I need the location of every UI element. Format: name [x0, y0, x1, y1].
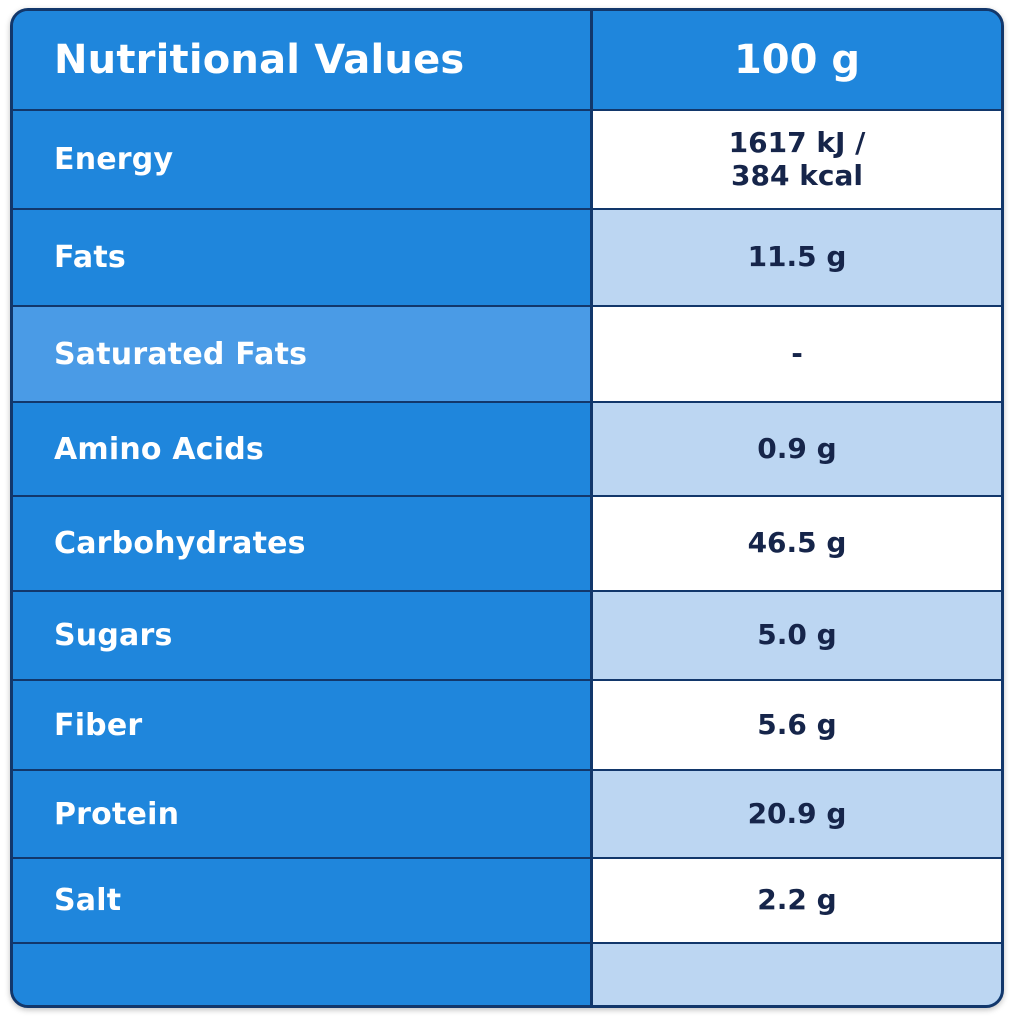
- row-value: 2.2 g: [593, 859, 1001, 942]
- table-row-amino-acids: Amino Acids 0.9 g: [13, 403, 1001, 497]
- table-row-saturated-fats: Saturated Fats -: [13, 307, 1001, 403]
- table-row-protein: Protein 20.9 g: [13, 771, 1001, 859]
- table-row-sugars: Sugars 5.0 g: [13, 592, 1001, 681]
- row-value: 46.5 g: [593, 497, 1001, 590]
- table-row-salt: Salt 2.2 g: [13, 859, 1001, 944]
- row-label: Protein: [13, 771, 593, 857]
- row-label: Carbohydrates: [13, 497, 593, 590]
- row-value: 5.0 g: [593, 592, 1001, 679]
- row-label: Fats: [13, 210, 593, 305]
- row-value: 11.5 g: [593, 210, 1001, 305]
- table-row-fats: Fats 11.5 g: [13, 210, 1001, 307]
- table-row-energy: Energy 1617 kJ / 384 kcal: [13, 111, 1001, 210]
- row-value: 0.9 g: [593, 403, 1001, 495]
- table-header-row: Nutritional Values 100 g: [13, 11, 1001, 111]
- row-value: 1617 kJ / 384 kcal: [593, 111, 1001, 208]
- row-value: 20.9 g: [593, 771, 1001, 857]
- row-label: Amino Acids: [13, 403, 593, 495]
- table-row-carbohydrates: Carbohydrates 46.5 g: [13, 497, 1001, 592]
- row-value: -: [593, 307, 1001, 401]
- table-row-empty: [13, 944, 1001, 1005]
- row-label: [13, 944, 593, 1005]
- row-label: Sugars: [13, 592, 593, 679]
- header-label: Nutritional Values: [13, 11, 593, 109]
- row-label: Fiber: [13, 681, 593, 769]
- table-row-fiber: Fiber 5.6 g: [13, 681, 1001, 771]
- nutrition-table: Nutritional Values 100 g Energy 1617 kJ …: [10, 8, 1004, 1008]
- row-value: 5.6 g: [593, 681, 1001, 769]
- header-value: 100 g: [593, 11, 1001, 109]
- row-label: Energy: [13, 111, 593, 208]
- row-value: [593, 944, 1001, 1005]
- row-label: Saturated Fats: [13, 307, 593, 401]
- row-label: Salt: [13, 859, 593, 942]
